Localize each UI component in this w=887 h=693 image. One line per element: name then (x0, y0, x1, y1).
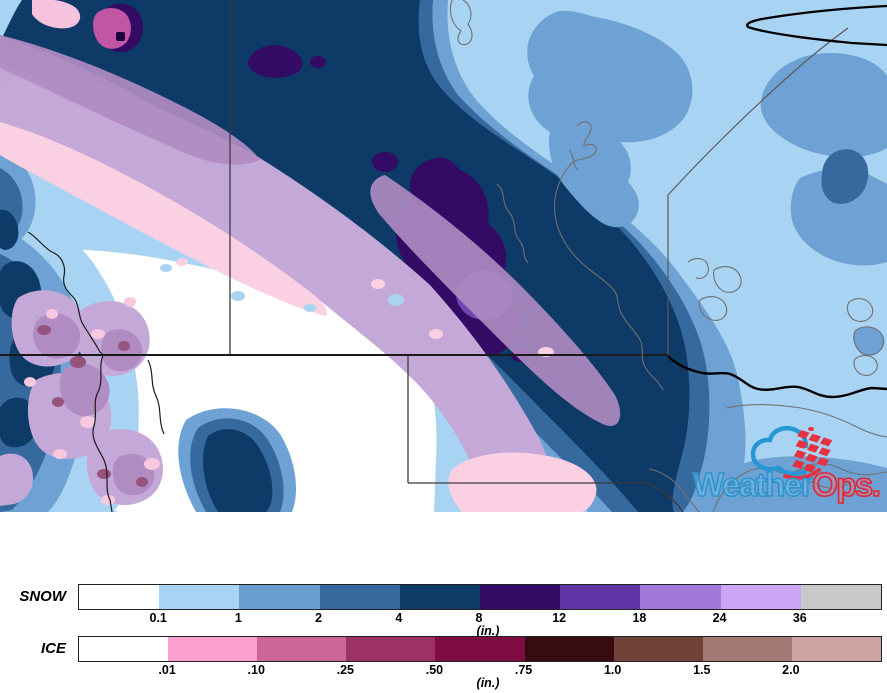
legend-tick-label: .75 (514, 663, 533, 677)
legend-color-segment (800, 585, 882, 609)
legend-tick-label: 1.5 (693, 663, 711, 677)
border-river-line (667, 355, 887, 399)
legend-color-segment (560, 585, 641, 609)
ice-legend-label: ICE (40, 640, 66, 657)
snow-legend-label: SNOW (19, 588, 66, 605)
state-boundary-lines (229, 0, 684, 512)
legend-tick-label: .01 (158, 663, 176, 677)
legend-color-segment (399, 585, 481, 609)
legend-tick-label: 4 (395, 611, 403, 625)
legend-tick-label: 2 (315, 611, 323, 625)
weatherops-wordmark: WeatherOps. (692, 466, 887, 503)
legend-color-segment (480, 585, 561, 609)
legend-color-segment (720, 585, 801, 609)
forecast-map-svg (0, 0, 887, 512)
legend-color-segment (159, 585, 240, 609)
lake-shorelines (449, 0, 887, 512)
legend-color-segment (346, 637, 436, 661)
snow-ice-forecast-map: WeatherOps. (0, 0, 887, 512)
logo-text-weather: Weather (692, 466, 814, 503)
legend-tick-label: 8 (475, 611, 483, 625)
legend-tick-label: 12 (552, 611, 567, 625)
legend-tick-label: .50 (425, 663, 444, 677)
snow-legend-bar (78, 584, 882, 610)
legend-tick-label: 24 (712, 611, 727, 625)
legend-tick-label: 2.0 (782, 663, 800, 677)
national-border-line (746, 4, 887, 47)
legend-tick-label: .25 (336, 663, 355, 677)
legend-color-segment (257, 637, 347, 661)
legend-tick-label: 18 (632, 611, 647, 625)
ice-legend-row: ICE .01 .10 .25 .50 .75 1.0 1.5 2.0 (in.) (0, 636, 887, 692)
legend-tick-label: 36 (792, 611, 807, 625)
legend-color-segment (435, 637, 525, 661)
legend-color-segment (168, 637, 258, 661)
legend-tick-label: 0.1 (149, 611, 167, 625)
legend-color-segment (79, 585, 160, 609)
legend-color-segment (613, 637, 703, 661)
logo-text-ops: Ops. (811, 466, 881, 503)
ice-legend-ticks: .01 .10 .25 .50 .75 1.0 1.5 2.0 (78, 663, 880, 678)
snow-legend-row: SNOW 0.1 1 2 4 8 12 18 24 36 (in.) (0, 584, 887, 640)
legend-tick-label: 1.0 (603, 663, 622, 677)
legend-color-segment (79, 637, 169, 661)
ice-legend-unit: (in.) (476, 676, 500, 690)
river-boundary-lines (27, 231, 165, 512)
legend-color-segment (791, 637, 881, 661)
snow-legend-unit: (in.) (476, 624, 500, 638)
weatherops-cloud-icon (750, 425, 833, 480)
legend-color-segment (319, 585, 400, 609)
legend-color-segment (239, 585, 320, 609)
legend-color-segment (640, 585, 721, 609)
legend-color-segment (702, 637, 792, 661)
weatherops-logo: WeatherOps. (692, 424, 887, 510)
legend-tick-label: .10 (247, 663, 265, 677)
legend-color-segment (524, 637, 614, 661)
snow-legend-ticks: 0.1 1 2 4 8 12 18 24 36 (78, 611, 880, 626)
legend-tick-label: 1 (234, 611, 242, 625)
ice-legend-bar (78, 636, 882, 662)
